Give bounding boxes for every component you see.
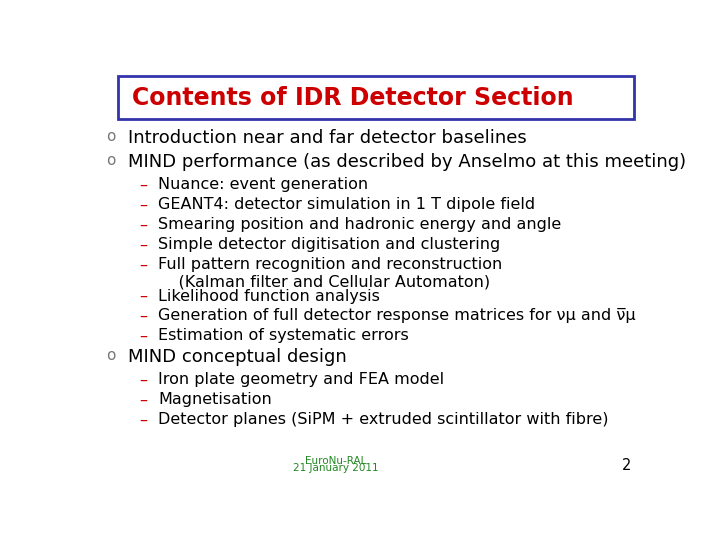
Text: MIND performance (as described by Anselmo at this meeting): MIND performance (as described by Anselm… [128, 153, 686, 171]
Text: –: – [139, 238, 147, 252]
Text: o: o [107, 348, 116, 363]
Text: –: – [139, 393, 147, 408]
Text: –: – [139, 288, 147, 303]
FancyBboxPatch shape [118, 77, 634, 119]
Text: –: – [139, 218, 147, 232]
Text: –: – [139, 328, 147, 343]
Text: –: – [139, 198, 147, 212]
Text: Contents of IDR Detector Section: Contents of IDR Detector Section [132, 86, 573, 110]
Text: –: – [139, 308, 147, 323]
Text: Generation of full detector response matrices for νμ and ν̅μ: Generation of full detector response mat… [158, 308, 636, 323]
Text: –: – [139, 373, 147, 388]
Text: 21 January 2011: 21 January 2011 [293, 463, 378, 473]
Text: o: o [107, 129, 116, 144]
Text: Smearing position and hadronic energy and angle: Smearing position and hadronic energy an… [158, 218, 562, 232]
Text: –: – [139, 413, 147, 427]
Text: Full pattern recognition and reconstruction: Full pattern recognition and reconstruct… [158, 258, 503, 272]
Text: EuroNu-RAL: EuroNu-RAL [305, 456, 366, 465]
Text: Iron plate geometry and FEA model: Iron plate geometry and FEA model [158, 373, 444, 388]
Text: Introduction near and far detector baselines: Introduction near and far detector basel… [128, 129, 527, 147]
Text: Nuance: event generation: Nuance: event generation [158, 178, 368, 192]
Text: 2: 2 [622, 458, 631, 473]
Text: GEANT4: detector simulation in 1 T dipole field: GEANT4: detector simulation in 1 T dipol… [158, 198, 535, 212]
Text: Estimation of systematic errors: Estimation of systematic errors [158, 328, 409, 343]
Text: MIND conceptual design: MIND conceptual design [128, 348, 347, 366]
Text: Magnetisation: Magnetisation [158, 393, 272, 408]
Text: Simple detector digitisation and clustering: Simple detector digitisation and cluster… [158, 238, 500, 252]
Text: Likelihood function analysis: Likelihood function analysis [158, 288, 380, 303]
Text: o: o [107, 153, 116, 168]
Text: (Kalman filter and Cellular Automaton): (Kalman filter and Cellular Automaton) [158, 274, 490, 289]
Text: Detector planes (SiPM + extruded scintillator with fibre): Detector planes (SiPM + extruded scintil… [158, 413, 608, 427]
Text: –: – [139, 258, 147, 272]
Text: –: – [139, 178, 147, 192]
